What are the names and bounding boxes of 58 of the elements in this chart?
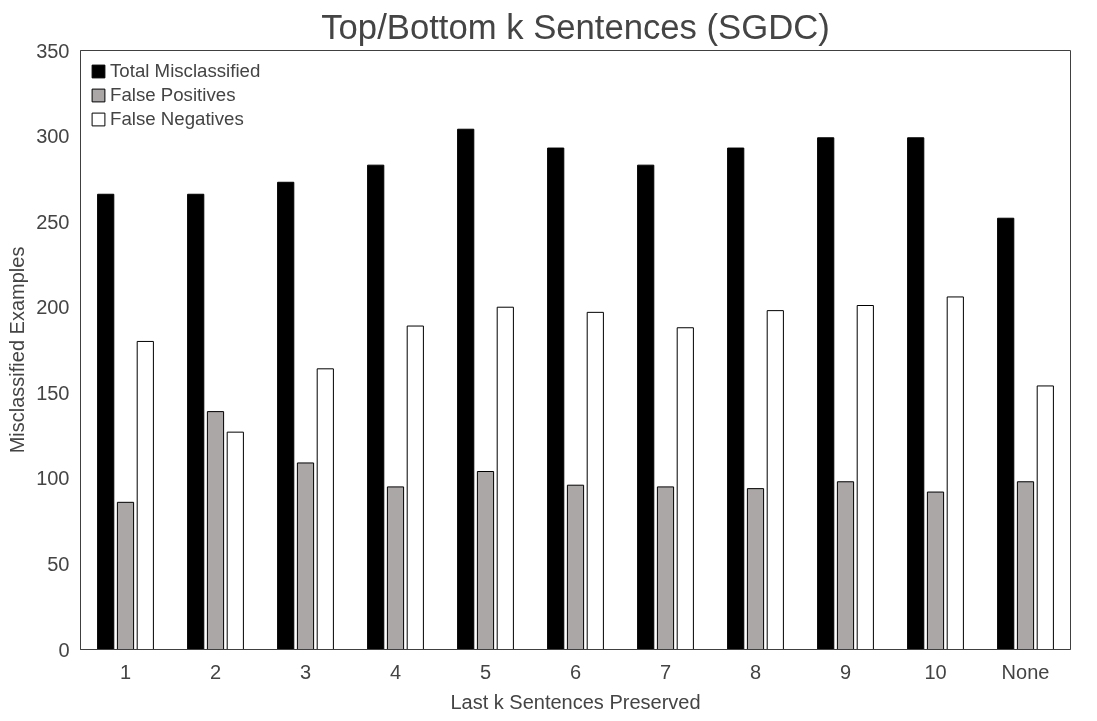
bar	[656, 486, 675, 650]
x-tick-label: 10	[924, 660, 947, 683]
y-tick-label: 350	[36, 39, 70, 62]
bar	[386, 486, 405, 650]
y-tick-label: 100	[36, 467, 70, 490]
bar	[926, 491, 945, 650]
y-tick-label: 300	[36, 125, 70, 148]
y-axis-title: Misclassified Examples	[6, 246, 29, 454]
x-tick-label: 9	[839, 660, 852, 683]
x-tick-label: 2	[209, 660, 222, 683]
bar	[316, 368, 334, 650]
y-tick-label: 0	[58, 638, 70, 661]
x-tick-label: 1	[119, 660, 132, 683]
legend-label: False Positives	[110, 84, 236, 106]
bar	[97, 193, 115, 650]
x-tick-label: 3	[299, 660, 312, 683]
bar	[547, 147, 565, 650]
bar	[226, 431, 244, 650]
bar	[496, 306, 514, 650]
bar	[296, 462, 315, 650]
bar	[277, 181, 295, 650]
bar	[856, 305, 874, 650]
legend-label: False Negatives	[110, 108, 244, 130]
chart-title: Top/Bottom k Sentences (SGDC)	[321, 7, 830, 46]
bar	[566, 484, 585, 650]
bar	[1016, 481, 1035, 650]
bar	[367, 164, 385, 650]
bar	[406, 325, 424, 650]
x-tick-label: 6	[569, 660, 582, 683]
bar	[476, 471, 495, 650]
bar	[997, 217, 1015, 650]
y-tick-label: 50	[47, 552, 70, 575]
bar	[206, 411, 225, 650]
legend-label: Total Misclassified	[110, 60, 261, 82]
bar	[907, 137, 925, 650]
x-tick-label: 7	[659, 660, 672, 683]
bar	[1036, 385, 1054, 650]
x-axis-title: Last k Sentences Preserved	[450, 690, 701, 713]
x-tick-label: 4	[389, 660, 402, 683]
bar	[457, 128, 475, 650]
bar	[836, 481, 855, 650]
bar	[187, 193, 205, 650]
bar	[727, 147, 745, 650]
bar	[586, 311, 604, 650]
y-tick-label: 150	[36, 381, 70, 404]
x-tick-label: 5	[479, 660, 492, 683]
bar	[637, 164, 655, 650]
y-tick-label: 250	[36, 210, 70, 233]
bar	[136, 340, 154, 650]
bar	[766, 310, 784, 650]
bar	[676, 327, 694, 650]
bar	[946, 296, 964, 650]
bar	[817, 137, 835, 650]
bar	[746, 488, 765, 650]
x-tick-label: None	[1001, 660, 1050, 683]
bar	[116, 501, 135, 650]
x-tick-label: 8	[749, 660, 762, 683]
y-tick-label: 200	[36, 296, 70, 319]
